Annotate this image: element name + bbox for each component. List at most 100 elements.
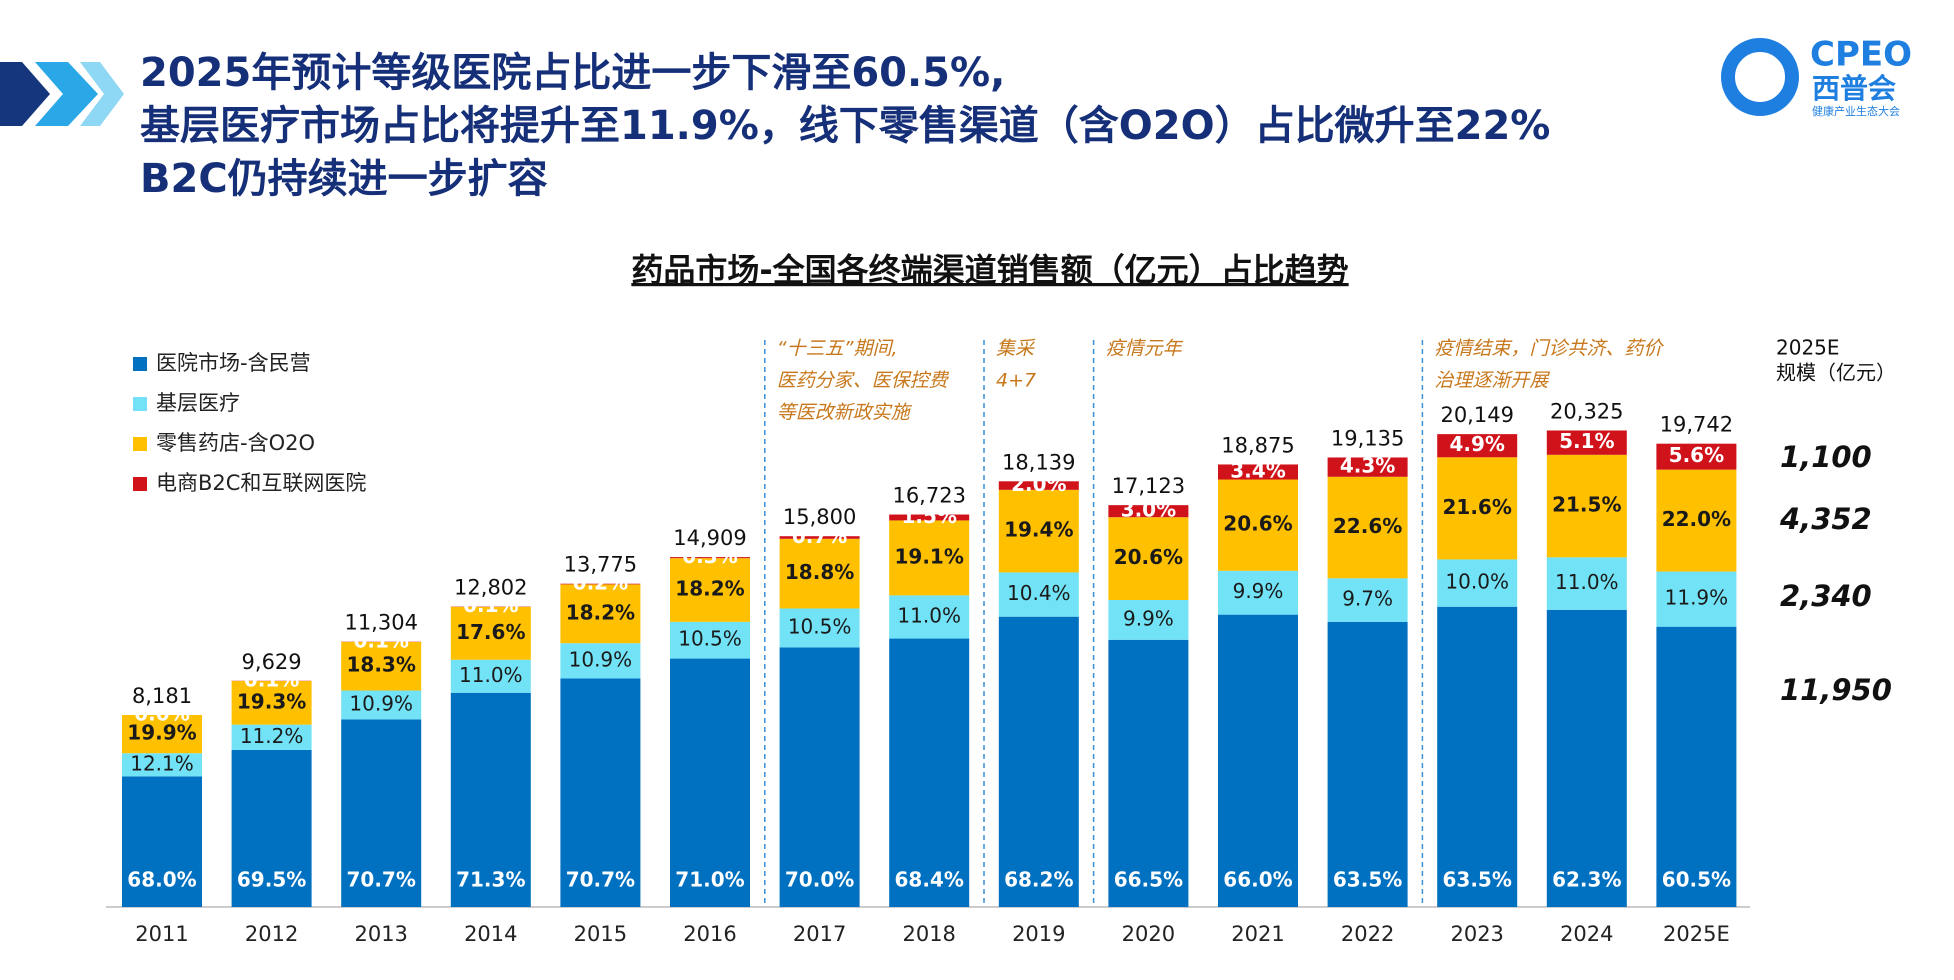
bar-segment: [1656, 627, 1736, 907]
segment-label: 66.0%: [1223, 868, 1292, 892]
segment-label: 62.3%: [1552, 868, 1621, 892]
segment-label: 19.1%: [895, 544, 964, 568]
segment-label: 18.2%: [675, 576, 744, 600]
legend-label: 零售药店-含O2O: [156, 431, 315, 455]
x-tick-label: 2022: [1341, 922, 1394, 946]
x-tick-label: 2013: [354, 922, 407, 946]
segment-label: 71.3%: [456, 868, 525, 892]
x-tick-label: 2018: [902, 922, 955, 946]
x-tick-label: 2017: [793, 922, 846, 946]
bar-segment: [1218, 615, 1298, 907]
annotation: 治理逐渐开展: [1434, 370, 1550, 392]
total-label: 14,909: [673, 526, 746, 550]
logo-tagline: 健康产业生态大会: [1812, 104, 1900, 118]
scale-value: 1,100: [1780, 440, 1872, 474]
legend-label: 医院市场-含民营: [156, 351, 311, 375]
segment-label: 11.0%: [1555, 570, 1619, 594]
segment-label: 9.9%: [1233, 579, 1284, 603]
annotation: 等医改新政实施: [777, 402, 913, 424]
segment-label: 11.2%: [240, 724, 304, 748]
segment-label: 17.6%: [456, 620, 525, 644]
scale-title: 2025E: [1776, 336, 1840, 360]
x-tick-label: 2020: [1122, 922, 1175, 946]
segment-label: 63.5%: [1333, 868, 1402, 892]
segment-label: 4.3%: [1340, 454, 1395, 478]
segment-label: 19.3%: [237, 689, 306, 713]
bar-segment: [999, 617, 1079, 907]
annotation: 4+7: [996, 370, 1036, 392]
annotation: “十三五”期间,: [777, 338, 898, 360]
legend-swatch: [133, 437, 147, 451]
segment-label: 21.5%: [1552, 493, 1621, 517]
x-tick-label: 2024: [1560, 922, 1613, 946]
scale-subtitle: 规模（亿元）: [1776, 361, 1896, 385]
segment-label: 10.0%: [1445, 570, 1509, 594]
segment-label: 68.0%: [127, 868, 196, 892]
logo-name: 西普会: [1812, 72, 1896, 105]
legend-swatch: [133, 397, 147, 411]
total-label: 16,723: [892, 484, 965, 508]
segment-label: 18.2%: [566, 600, 635, 624]
segment-label: 70.0%: [785, 868, 854, 892]
x-tick-label: 2011: [135, 922, 188, 946]
total-label: 15,800: [783, 505, 856, 529]
legend-label: 基层医疗: [156, 391, 240, 415]
total-label: 8,181: [132, 684, 192, 708]
segment-label: 18.3%: [347, 653, 416, 677]
segment-label: 10.9%: [569, 647, 633, 671]
bar-segment: [1547, 610, 1627, 907]
segment-label: 1.5%: [901, 504, 956, 528]
scale-value: 2,340: [1780, 579, 1872, 613]
total-label: 20,325: [1550, 399, 1623, 423]
annotation: 集采: [996, 338, 1036, 360]
total-label: 18,875: [1221, 433, 1294, 457]
segment-label: 70.7%: [347, 868, 416, 892]
total-label: 11,304: [344, 611, 417, 635]
legend-label: 电商B2C和互联网医院: [156, 471, 366, 495]
segment-label: 21.6%: [1443, 495, 1512, 519]
segment-label: 20.6%: [1114, 545, 1183, 569]
legend-swatch: [133, 477, 147, 491]
segment-label: 2.0%: [1011, 472, 1066, 496]
segment-label: 10.5%: [678, 627, 742, 651]
segment-label: 18.8%: [785, 560, 854, 584]
x-tick-label: 2015: [574, 922, 627, 946]
logo-mark: CPEO: [1810, 35, 1912, 75]
total-label: 20,149: [1440, 403, 1513, 427]
x-tick-label: 2014: [464, 922, 517, 946]
segment-label: 3.4%: [1230, 459, 1285, 483]
segment-label: 3.0%: [1121, 498, 1176, 522]
segment-label: 22.6%: [1333, 514, 1402, 538]
bar-segment: [1328, 622, 1408, 907]
segment-label: 9.9%: [1123, 606, 1174, 630]
segment-label: 68.2%: [1004, 868, 1073, 892]
bar-segment: [1437, 607, 1517, 907]
segment-label: 11.9%: [1665, 586, 1729, 610]
x-tick-label: 2019: [1012, 922, 1065, 946]
segment-label: 10.9%: [349, 691, 413, 715]
x-tick-label: 2016: [683, 922, 736, 946]
scale-value: 11,950: [1780, 673, 1892, 707]
segment-label: 10.4%: [1007, 581, 1071, 605]
segment-label: 5.1%: [1559, 429, 1614, 453]
total-label: 13,775: [564, 553, 637, 577]
total-label: 19,742: [1660, 413, 1733, 437]
segment-label: 71.0%: [675, 868, 744, 892]
legend-swatch: [133, 357, 147, 371]
scale-value: 4,352: [1779, 502, 1872, 536]
title-line: 基层医疗市场占比将提升至11.9%，线下零售渠道（含O2O）占比微升至22%: [140, 103, 1550, 149]
segment-label: 68.4%: [895, 868, 964, 892]
segment-label: 20.6%: [1223, 512, 1292, 536]
total-label: 12,802: [454, 576, 527, 600]
segment-label: 9.7%: [1342, 587, 1393, 611]
segment-label: 10.5%: [788, 614, 852, 638]
segment-label: 12.1%: [130, 751, 194, 775]
segment-label: 69.5%: [237, 868, 306, 892]
x-tick-label: 2012: [245, 922, 298, 946]
segment-label: 5.6%: [1669, 443, 1724, 467]
segment-label: 63.5%: [1443, 868, 1512, 892]
title-line: B2C仍持续进一步扩容: [140, 156, 548, 202]
segment-label: 4.9%: [1449, 432, 1504, 456]
segment-label: 70.7%: [566, 868, 635, 892]
